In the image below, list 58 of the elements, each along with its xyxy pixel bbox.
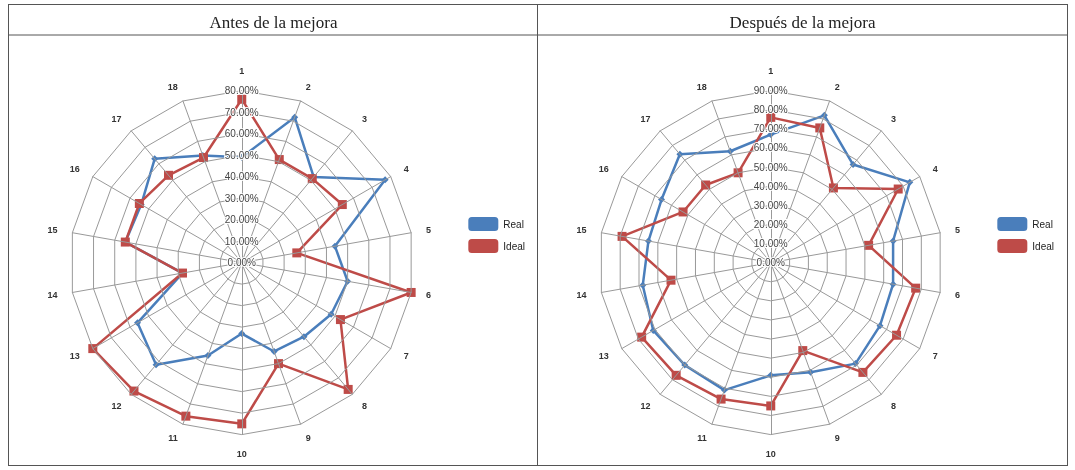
spoke-label: 10 (236, 449, 247, 460)
chart-title: Antes de la mejora (209, 13, 338, 32)
y-tick-label: 10.00% (224, 235, 259, 247)
spoke-label: 14 (576, 290, 587, 301)
spoke-label: 3 (890, 114, 896, 125)
spoke-label: 16 (69, 164, 80, 175)
y-tick-label: 40.00% (224, 171, 259, 183)
spoke-label: 1 (768, 66, 774, 77)
y-tick-label: 20.00% (753, 218, 788, 230)
y-tick-label: 0.00% (227, 257, 257, 269)
y-tick-label: 80.00% (753, 104, 788, 116)
spoke-label: 7 (403, 351, 409, 362)
spoke-label: 11 (168, 433, 178, 444)
spoke-label: 7 (932, 351, 938, 362)
spoke-label: 10 (765, 449, 776, 460)
spoke-label: 12 (640, 400, 651, 411)
y-tick-label: 10.00% (753, 237, 788, 249)
spoke-label: 18 (696, 81, 707, 92)
spoke-label: 5 (425, 225, 431, 236)
spoke-label: 16 (598, 164, 609, 175)
chart-title: Después de la mejora (729, 13, 876, 32)
spoke-label: 2 (834, 81, 840, 92)
spoke-label: 17 (111, 114, 122, 125)
legend-label: Real (503, 218, 524, 230)
spoke-label: 6 (425, 290, 431, 301)
spoke-label: 13 (598, 351, 609, 362)
spoke-label: 12 (111, 400, 122, 411)
y-tick-label: 60.00% (224, 128, 259, 140)
spoke-label: 1 (239, 66, 245, 77)
spoke-label: 3 (361, 114, 367, 125)
spoke-label: 2 (305, 81, 311, 92)
y-tick-label: 30.00% (753, 199, 788, 211)
y-tick-label: 40.00% (753, 180, 788, 192)
spoke-label: 11 (697, 433, 707, 444)
spoke-label: 9 (305, 433, 311, 444)
legend-label: Ideal (1032, 240, 1054, 252)
y-tick-label: 90.00% (753, 85, 788, 97)
spoke-label: 8 (361, 400, 367, 411)
spoke-label: 18 (167, 81, 178, 92)
legend-label: Ideal (503, 240, 525, 252)
spoke-label: 6 (954, 290, 960, 301)
y-tick-label: 30.00% (224, 192, 259, 204)
spoke-label: 15 (576, 225, 587, 236)
y-tick-label: 20.00% (224, 214, 259, 226)
legend-label: Real (1032, 218, 1053, 230)
y-tick-label: 60.00% (753, 142, 788, 154)
y-tick-label: 0.00% (756, 257, 786, 269)
y-tick-label: 50.00% (753, 161, 788, 173)
spoke-label: 4 (932, 164, 938, 175)
spoke-label: 17 (640, 114, 651, 125)
spoke-label: 4 (403, 164, 409, 175)
spoke-label: 9 (834, 433, 840, 444)
spoke-label: 5 (954, 225, 960, 236)
spoke-label: 15 (47, 225, 58, 236)
spoke-label: 14 (47, 290, 58, 301)
y-tick-label: 80.00% (224, 85, 259, 97)
spoke-label: 13 (69, 351, 80, 362)
spoke-label: 8 (890, 400, 896, 411)
